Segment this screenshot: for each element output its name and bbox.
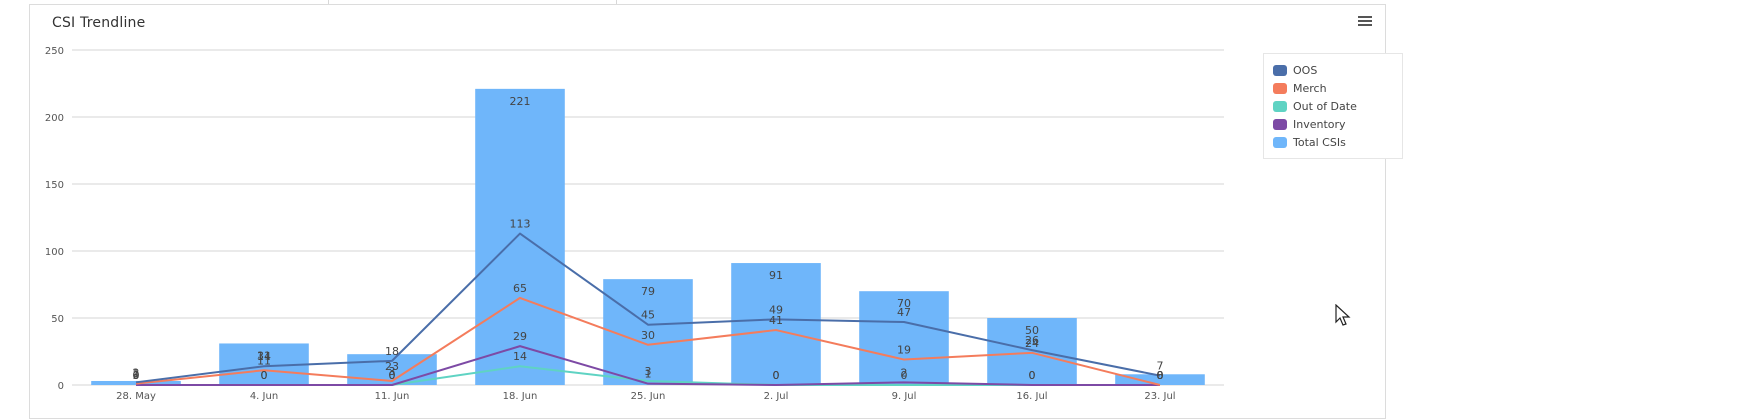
legend-swatch <box>1273 64 1287 76</box>
y-tick-label: 0 <box>58 381 64 392</box>
mouse-pointer-icon <box>1335 304 1351 326</box>
data-label: 0 <box>133 369 140 382</box>
data-label: 0 <box>261 369 268 382</box>
series-line-merch <box>135 296 1161 386</box>
data-label: 0 <box>901 369 908 382</box>
data-label: 0 <box>1029 369 1036 382</box>
y-tick-label: 200 <box>45 113 64 124</box>
legend-label: Out of Date <box>1293 99 1357 113</box>
data-label: 0 <box>1157 369 1164 382</box>
data-label: 11 <box>257 354 271 367</box>
legend-swatch <box>1273 118 1287 130</box>
data-label: 0 <box>1157 369 1164 382</box>
data-label: 1 <box>645 368 652 381</box>
data-label: 45 <box>641 309 655 322</box>
data-label: 70 <box>897 297 911 310</box>
y-tick-label: 150 <box>45 180 64 191</box>
chart-legend: OOS Merch Out of Date Inventory Total CSIs <box>1263 53 1403 159</box>
data-label: 65 <box>513 282 527 295</box>
data-label: 47 <box>897 306 911 319</box>
panel-title: CSI Trendline <box>52 15 146 31</box>
bar <box>859 291 949 385</box>
bar <box>1115 374 1205 385</box>
x-tick-label: 25. Jun <box>631 391 666 402</box>
bar <box>987 318 1077 385</box>
bar <box>475 88 565 386</box>
tab-divider <box>328 0 329 4</box>
legend-item[interactable]: Merch <box>1264 79 1402 97</box>
series-line-inventory <box>136 345 1160 386</box>
legend-item[interactable]: Out of Date <box>1264 97 1402 115</box>
data-label: 1 <box>133 368 140 381</box>
data-label: 8 <box>1157 369 1164 382</box>
data-label: 2 <box>901 366 908 379</box>
data-label: 7 <box>1157 360 1164 373</box>
data-label: 0 <box>133 369 140 382</box>
data-label: 79 <box>641 285 655 298</box>
x-tick-label: 28. May <box>116 391 156 402</box>
data-label: 23 <box>385 360 399 373</box>
legend-label: Merch <box>1293 81 1327 95</box>
data-label: 0 <box>1157 369 1164 382</box>
bar <box>603 279 693 385</box>
data-label: 18 <box>385 345 399 358</box>
legend-label: Total CSIs <box>1293 135 1346 149</box>
y-tick-label: 100 <box>45 247 64 258</box>
legend-item[interactable]: OOS <box>1264 61 1402 79</box>
data-label: 24 <box>1025 337 1039 350</box>
legend-label: Inventory <box>1293 117 1346 131</box>
data-label: 0 <box>389 369 396 382</box>
legend-label: OOS <box>1293 63 1318 77</box>
x-tick-label: 18. Jun <box>503 391 538 402</box>
x-tick-label: 2. Jul <box>764 391 789 402</box>
data-label: 14 <box>513 350 527 363</box>
data-label: 221 <box>510 95 531 108</box>
x-tick-label: 9. Jul <box>892 391 917 402</box>
hamburger-menu-icon[interactable] <box>1358 15 1372 27</box>
chart-panel: CSI Trendline 0 50 100 150 200 250 28. May 4. J… <box>29 4 1403 419</box>
y-tick-label: 250 <box>45 46 64 57</box>
x-tick-label: 4. Jun <box>250 391 278 402</box>
data-label: 19 <box>897 344 911 357</box>
data-label: 113 <box>510 218 531 231</box>
x-tick-label: 11. Jun <box>375 391 410 402</box>
y-tick-label: 50 <box>51 314 64 325</box>
data-label: 3 <box>389 365 396 378</box>
data-label: 49 <box>769 303 783 316</box>
data-label: 41 <box>769 314 783 327</box>
data-label: 3 <box>645 365 652 378</box>
data-label: 31 <box>257 349 271 362</box>
data-label: 26 <box>1025 334 1039 347</box>
data-label: 0 <box>389 369 396 382</box>
legend-swatch <box>1273 100 1287 112</box>
data-label: 91 <box>769 269 783 282</box>
data-label: 30 <box>641 329 655 342</box>
data-label: 0 <box>261 369 268 382</box>
legend-item[interactable]: Total CSIs <box>1264 133 1402 151</box>
data-label: 3 <box>133 369 140 382</box>
x-tick-label: 23. Jul <box>1144 391 1175 402</box>
data-label: 50 <box>1025 324 1039 337</box>
data-label: 14 <box>257 350 271 363</box>
bar <box>731 263 821 385</box>
data-label: 0 <box>773 369 780 382</box>
data-label: 2 <box>133 366 140 379</box>
series-line-oos <box>135 232 1161 384</box>
data-label: 29 <box>513 330 527 343</box>
top-tab-strip <box>0 0 1740 4</box>
legend-swatch <box>1273 136 1287 148</box>
legend-item[interactable]: Inventory <box>1264 115 1402 133</box>
data-label: 0 <box>1029 369 1036 382</box>
x-tick-label: 16. Jul <box>1016 391 1047 402</box>
tab-divider <box>616 0 617 4</box>
data-label: 0 <box>773 369 780 382</box>
legend-swatch <box>1273 82 1287 94</box>
